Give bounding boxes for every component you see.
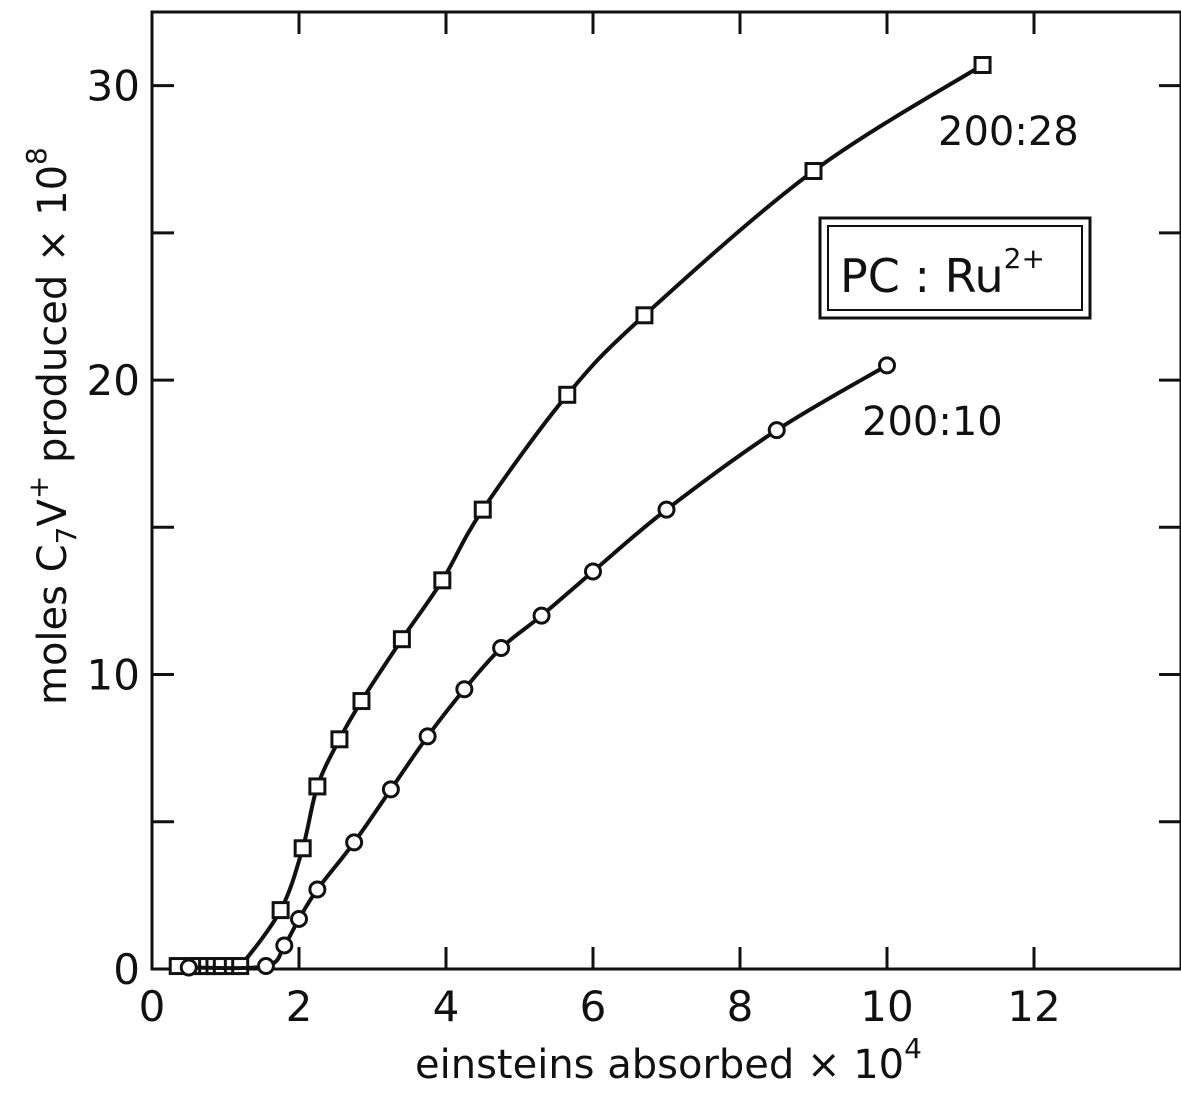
x-axis-title: einsteins absorbed × 104: [415, 1032, 922, 1088]
data-point-circle: [290, 909, 308, 928]
data-point-square: [473, 500, 492, 519]
data-point-circle: [455, 680, 474, 699]
data-point-circle: [308, 880, 327, 899]
x-tick-label: 0: [139, 982, 166, 1031]
series-layer: [168, 56, 992, 977]
series-label-200-28: 200:28: [938, 109, 1079, 155]
data-point-square: [308, 777, 327, 796]
x-tick-label: 6: [580, 982, 607, 1031]
data-point-square: [558, 385, 577, 404]
data-point-circle: [532, 606, 551, 625]
x-tick-label: 4: [433, 982, 460, 1031]
data-point-square: [635, 306, 654, 325]
data-point-circle: [179, 958, 198, 977]
x-tick-label: 2: [286, 982, 313, 1031]
series-label-200-10: 200:10: [862, 399, 1003, 445]
data-point-square: [352, 692, 371, 711]
y-tick-labels: 0 10 20 30: [87, 62, 140, 994]
data-point-circle: [584, 562, 602, 581]
data-point-circle: [418, 727, 437, 746]
legend-text: PC : Ru2+: [840, 242, 1045, 303]
plot-frame: [150, 10, 1181, 971]
data-point-circle: [381, 780, 400, 799]
y-tick-label: 10: [87, 651, 140, 700]
y-tick-label: 20: [87, 356, 140, 405]
data-point-square: [330, 730, 349, 749]
data-point-square: [973, 56, 992, 75]
data-point-circle: [345, 833, 364, 852]
x-tick-label: 8: [727, 982, 754, 1031]
data-point-circle: [492, 639, 511, 658]
data-point-square: [433, 571, 452, 590]
data-point-square: [392, 630, 411, 649]
x-tick-label: 12: [1007, 982, 1060, 1031]
data-point-circle: [256, 957, 275, 976]
x-tick-label: 10: [860, 982, 913, 1031]
series-line-200-10: [188, 363, 889, 971]
data-point-square: [804, 162, 823, 181]
data-point-circle: [275, 936, 294, 955]
series-line-200-28: [177, 63, 984, 973]
data-point-circle: [878, 356, 896, 375]
x-tick-labels: 0 2 4 6 8 10 12: [139, 982, 1061, 1031]
y-tick-label: 0: [113, 945, 140, 994]
data-point-square: [271, 901, 290, 920]
y-tick-label: 30: [87, 62, 140, 111]
y-axis-title: moles C7V+ produced × 108: [20, 147, 83, 705]
data-point-square: [293, 839, 312, 858]
legend-box: PC : Ru2+: [818, 216, 1092, 320]
data-point-circle: [657, 500, 676, 519]
data-point-circle: [767, 421, 786, 440]
tick-marks: [152, 12, 1181, 969]
